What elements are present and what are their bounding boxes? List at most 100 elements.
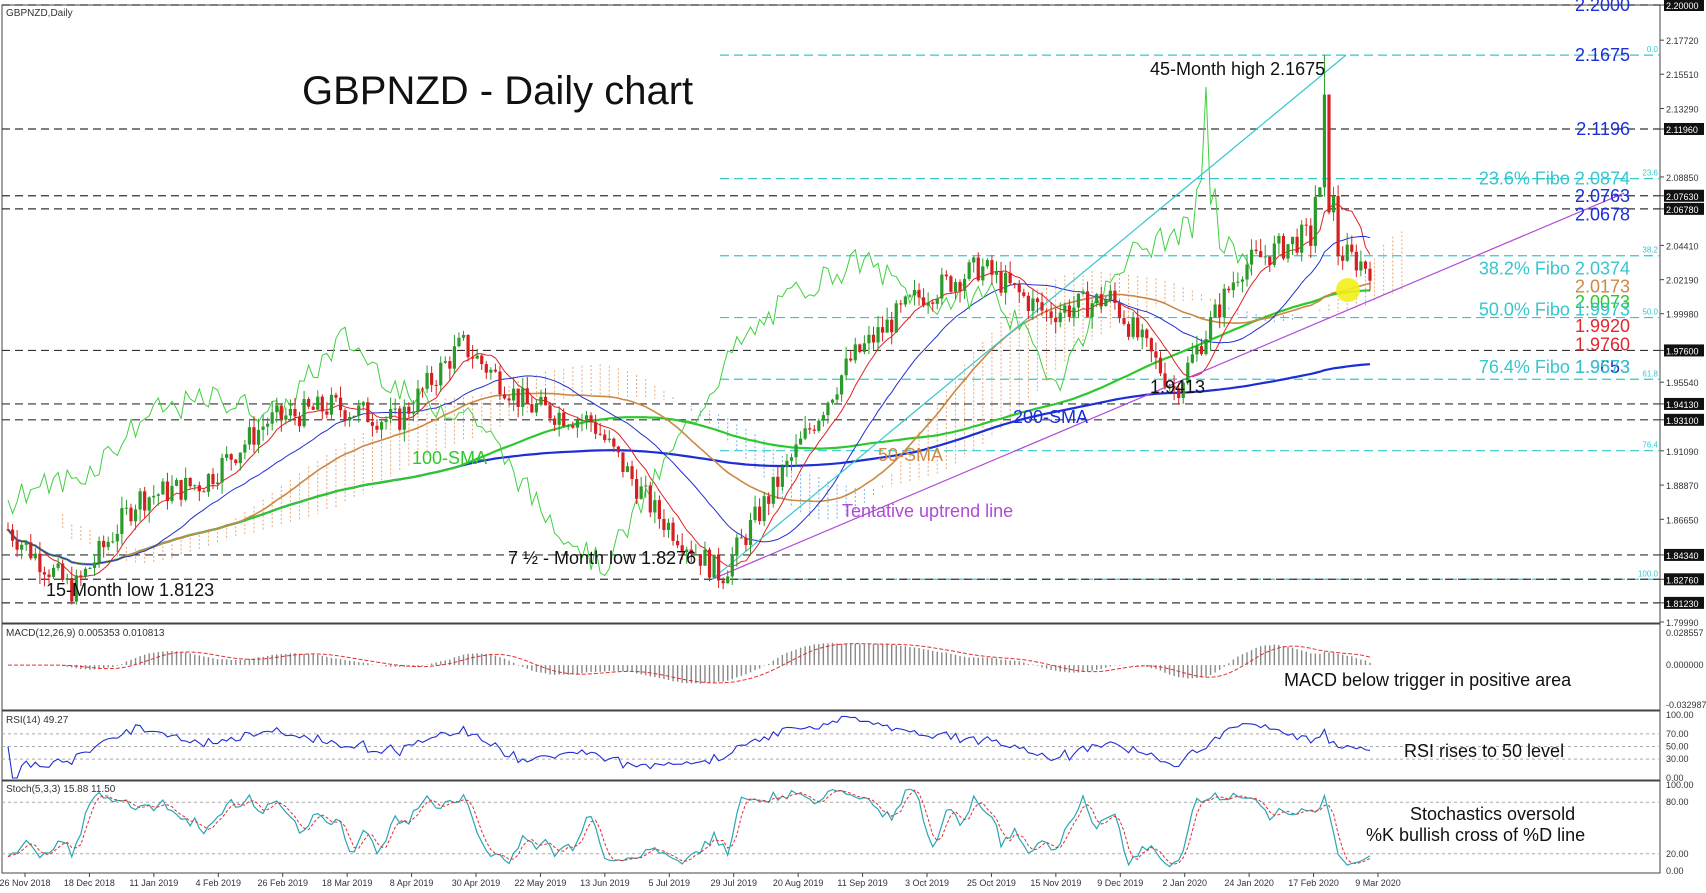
candle-body <box>1104 299 1108 307</box>
candle-body <box>603 434 607 441</box>
candle-body <box>143 491 147 511</box>
candle-body <box>707 549 712 578</box>
candle-body <box>1281 235 1286 259</box>
candle-body <box>589 415 593 423</box>
candle-body <box>1327 94 1331 213</box>
candle-body <box>279 405 283 420</box>
fibo-tag-0: 0.0 <box>1647 45 1659 54</box>
candle-body <box>366 402 370 423</box>
right-label-12: 1.9653 <box>1575 357 1630 377</box>
price-tick-19: 1.82760 <box>1666 575 1699 585</box>
candle-body <box>717 554 721 581</box>
candle-body <box>1126 323 1131 337</box>
candle-body <box>434 384 438 386</box>
candle-body <box>940 274 944 299</box>
indicator-lines <box>7 54 1625 580</box>
candle-body <box>115 533 119 542</box>
candle-body <box>51 567 56 577</box>
price-tick-9: 2.02190 <box>1666 276 1699 286</box>
candle-body <box>557 412 561 425</box>
candle-body <box>6 529 10 531</box>
candle-body <box>215 482 220 485</box>
candle-body <box>1145 329 1149 339</box>
date-tick-20: 17 Feb 2020 <box>1288 878 1339 888</box>
candle-body <box>671 522 675 541</box>
candle-body <box>903 296 907 305</box>
candle-body <box>689 549 693 555</box>
candle-body <box>994 270 999 275</box>
candle-body <box>370 422 375 426</box>
candle-body <box>584 415 589 421</box>
price-tick-6: 2.07630 <box>1666 192 1699 202</box>
date-axis: 26 Nov 2018 18 Dec 2018 11 Jan 2019 4 Feb 2… <box>0 873 1401 888</box>
candle-body <box>1117 302 1122 319</box>
candle-body <box>1013 283 1017 285</box>
candle-body <box>170 485 174 502</box>
candle-body <box>229 454 233 460</box>
candle-body <box>448 361 452 369</box>
candle-body <box>1044 310 1049 312</box>
candle-body <box>452 346 457 369</box>
candle-body <box>607 438 611 441</box>
candle-body <box>657 500 661 519</box>
candle-body <box>1167 386 1172 388</box>
macd-tick-2: -0.032987 <box>1666 700 1706 710</box>
candle-body <box>420 388 425 390</box>
candle-body <box>867 334 871 344</box>
candle-body <box>411 411 416 414</box>
candle-body <box>1290 236 1295 245</box>
candle-body <box>880 327 885 333</box>
price-tick-14: 1.93100 <box>1666 416 1699 426</box>
horizontal-levels <box>2 4 1660 604</box>
candle-body <box>311 406 315 410</box>
candle-body <box>776 476 780 487</box>
candle-body <box>635 479 639 499</box>
candle-body <box>999 270 1003 293</box>
right-label-4: 2.0763 <box>1575 186 1630 206</box>
candle-body <box>284 415 288 420</box>
sma200-label: 200-SMA <box>1013 407 1088 427</box>
candle-body <box>921 297 926 306</box>
candle-body <box>976 257 980 281</box>
candle-body <box>534 404 539 413</box>
candle-body <box>65 578 69 581</box>
right-label-2: 2.1196 <box>1576 119 1630 139</box>
candle-body <box>493 369 498 372</box>
candle-body <box>598 433 602 435</box>
price-tick-13: 1.94130 <box>1666 400 1699 410</box>
candle-body <box>15 540 19 550</box>
candle-body <box>466 334 470 358</box>
candle-body <box>935 298 939 304</box>
candle-body <box>384 418 388 422</box>
candle-body <box>721 580 725 584</box>
fibo-lines: 0.0 23.6 38.2 50.0 61.8 76.4 100.0 <box>720 45 1660 580</box>
date-tick-3: 4 Feb 2019 <box>196 878 242 888</box>
stoch-d-line <box>7 789 1371 865</box>
candle-body <box>275 405 279 413</box>
candle-body <box>56 563 60 568</box>
stoch-label: Stoch(5,3,3) 15.88 11.50 <box>6 784 116 795</box>
trendline-label: Tentative uptrend line <box>842 501 1013 521</box>
price-tick-4: 2.11960 <box>1666 125 1698 135</box>
candle-body <box>666 522 671 531</box>
candle-body <box>480 355 484 365</box>
candle-body <box>789 457 794 461</box>
candle-body <box>425 372 429 389</box>
candle-body <box>1222 288 1226 318</box>
candle-body <box>735 537 739 556</box>
candle-body <box>512 388 516 401</box>
candle-body <box>320 396 324 412</box>
candle-body <box>894 303 898 333</box>
candle-body <box>1035 298 1040 303</box>
candle-body <box>471 357 475 359</box>
candle-body <box>1049 311 1053 318</box>
candle-body <box>379 421 384 430</box>
date-tick-0: 26 Nov 2018 <box>0 878 51 888</box>
candle-body <box>375 425 379 430</box>
price-tick-18: 1.84340 <box>1666 551 1699 561</box>
right-label-9: 50.0% Fibo 1.9973 <box>1479 300 1630 320</box>
candle-body <box>102 540 106 548</box>
candle-body <box>338 397 343 411</box>
candle-body <box>575 420 579 428</box>
fibo-tag-4: 61.8 <box>1642 369 1658 378</box>
